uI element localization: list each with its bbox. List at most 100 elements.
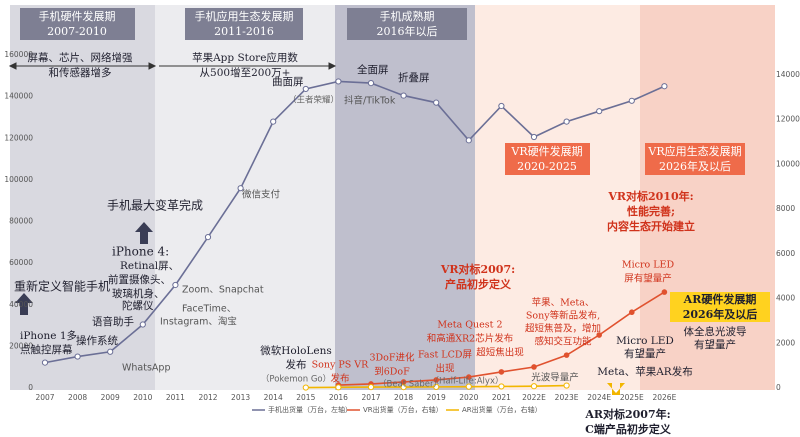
point	[563, 352, 570, 358]
annotation: Instagram、淘宝	[160, 316, 237, 328]
annotation: （Pokemon Go）	[261, 374, 331, 385]
annotation: 到6DoF	[374, 366, 410, 378]
annotation: Micro LED	[622, 260, 675, 271]
point	[270, 118, 277, 125]
phase-band	[335, 5, 475, 390]
y2-tick-label: 6000	[776, 249, 795, 258]
annotation: AR硬件发展期	[683, 292, 757, 306]
annotation: Micro LED	[616, 335, 674, 347]
annotation: FaceTime、	[182, 304, 236, 315]
ar-box	[670, 292, 770, 322]
annotation: （王者荣耀）	[288, 95, 339, 106]
x-tick-label: 2020	[459, 393, 478, 402]
annotation: 超短焦普及，增加	[525, 323, 601, 335]
x-tick-label: 2026E	[652, 393, 676, 402]
annotation: （Half-Life:Alyx）	[431, 376, 504, 387]
phase-period: 2026年及以后	[659, 159, 731, 173]
point	[433, 99, 440, 106]
point	[400, 92, 407, 99]
point	[629, 309, 635, 316]
y2-tick-label: 2000	[776, 338, 795, 347]
y2-tick-label: 12000	[776, 115, 800, 124]
point	[563, 118, 570, 125]
y-tick-label: 120000	[4, 133, 33, 142]
annotation: VR对标2007:	[440, 262, 515, 276]
annotation: 微软HoloLens	[260, 344, 332, 357]
annotation: 性能完善;	[627, 204, 675, 218]
point	[107, 348, 114, 355]
annotation: 点触控屏幕	[20, 343, 73, 356]
y2-tick-label: 8000	[776, 204, 795, 213]
point	[433, 377, 440, 383]
point	[172, 281, 179, 289]
point	[498, 369, 505, 375]
y2-tick-label: 4000	[776, 294, 795, 303]
annotation: Sony PS VR	[312, 360, 370, 371]
x-tick-label: 2016	[329, 393, 348, 402]
x-tick-label: 2018	[394, 393, 413, 402]
legend-label: 手机出货量（万台，左轴）	[268, 405, 352, 414]
annotation: Meta、苹果AR发布	[597, 365, 692, 378]
point	[302, 85, 309, 93]
annotation: VR对标2010年:	[607, 189, 693, 203]
x-tick-label: 2011	[166, 393, 185, 402]
point	[661, 83, 668, 90]
point	[335, 384, 342, 391]
annotation: 重新定义智能手机	[14, 279, 110, 294]
phase-title: 手机成熟期	[380, 9, 435, 23]
annotation: 苹果、Meta、	[532, 297, 595, 309]
annotation: 发布	[330, 373, 349, 385]
annotation: 体全息光波导	[684, 325, 747, 338]
phase-band	[155, 5, 335, 390]
phase-band	[10, 5, 155, 390]
legend-label: AR出货量（万台，右轴）	[462, 405, 542, 414]
x-tick-label: 2007	[35, 393, 54, 402]
x-tick-label: 2017	[361, 393, 380, 402]
annotation: 语音助手	[92, 315, 134, 328]
x-tick-label: 2014	[264, 393, 283, 402]
point	[530, 133, 538, 141]
phase-box	[185, 8, 303, 40]
annotation: 感知交互功能	[534, 336, 592, 348]
x-tick-label: 2015	[296, 393, 315, 402]
annotation: WhatsApp	[122, 363, 170, 374]
point	[465, 383, 472, 390]
phase-title: 手机硬件发展期	[39, 9, 116, 23]
point	[400, 384, 407, 391]
annotation: 光波导量产	[531, 372, 579, 384]
point	[433, 383, 440, 390]
annotation: 曲面屏	[272, 76, 304, 88]
phase-box	[20, 8, 135, 40]
point	[498, 383, 505, 390]
point	[139, 321, 146, 328]
phase-period: 2007-2010	[47, 25, 107, 38]
annotation: 3DoF进化	[370, 352, 415, 364]
y-tick-label: 20000	[9, 341, 33, 350]
y-tick-label: 0	[28, 383, 33, 392]
phase-band	[640, 5, 775, 390]
annotation: 有望量产	[694, 338, 736, 351]
phase-period: 2020-2025	[517, 160, 577, 173]
annotation: （Beat Saber）	[378, 379, 442, 390]
x-tick-label: 2019	[427, 393, 446, 402]
annotation: 2026年及以后	[683, 307, 758, 321]
annotation: iPhone 1多	[20, 329, 77, 342]
annotation: Meta Quest 2	[437, 320, 502, 331]
annotation: 屏有望量产	[624, 273, 672, 285]
y-tick-label: 40000	[9, 300, 33, 309]
phase-period: 2016年以后	[377, 24, 438, 38]
y2-tick-label: 0	[776, 383, 781, 392]
annotation: 苹果App Store应用数	[192, 51, 298, 64]
annotation: 抖音/TikTok	[344, 95, 396, 107]
annotation: 产品初步定义	[445, 277, 512, 291]
point	[466, 374, 472, 380]
annotation: 陀螺仪	[122, 299, 154, 312]
phase-title: 手机应用生态发展期	[195, 9, 294, 23]
point	[367, 79, 375, 87]
y-tick-label: 100000	[4, 175, 33, 184]
annotation: 出现	[435, 363, 455, 375]
annotation: 折叠屏	[398, 71, 430, 84]
phase-title: VR应用生态发展期	[647, 144, 741, 158]
point	[74, 353, 81, 360]
